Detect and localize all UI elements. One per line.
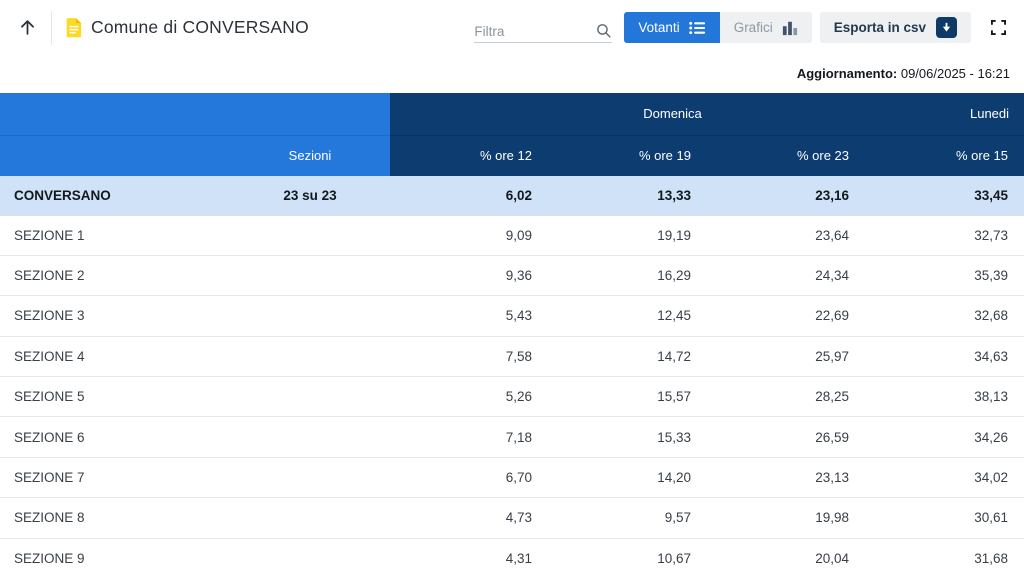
cell-value: 20,04	[707, 538, 866, 575]
list-icon	[688, 21, 706, 35]
table-row[interactable]: SEZIONE 7 6,70 14,20 23,13 34,02	[0, 457, 1024, 499]
section-name: SEZIONE 5	[0, 376, 230, 418]
cell-value: 19,19	[548, 215, 707, 256]
cell-value: 35,39	[865, 255, 1024, 297]
section-name: SEZIONE 7	[0, 457, 230, 499]
grafici-button[interactable]: Grafici	[719, 12, 812, 43]
filter-box	[474, 13, 613, 43]
cell-value: 24,34	[707, 255, 866, 297]
cell-value: 34,63	[865, 336, 1024, 378]
summary-value: 13,33	[548, 176, 707, 216]
cell-value: 9,57	[548, 497, 707, 539]
view-toggle: Votanti Grafici	[624, 12, 812, 43]
day-header-lunedi: Lunedi	[865, 93, 1024, 135]
bar-chart-icon	[782, 20, 798, 36]
cell-value: 9,09	[390, 215, 548, 256]
cell-value: 6,70	[390, 457, 548, 499]
day-header-domenica: Domenica	[390, 93, 866, 135]
cell-value: 9,36	[390, 255, 548, 297]
column-header-empty	[0, 134, 230, 176]
table-row[interactable]: SEZIONE 8 4,73 9,57 19,98 30,61	[0, 497, 1024, 539]
cell-value: 38,13	[865, 376, 1024, 418]
cell-value: 14,72	[548, 336, 707, 378]
cell-value: 30,61	[865, 497, 1024, 539]
section-name: SEZIONE 1	[0, 215, 230, 256]
cell-value: 4,73	[390, 497, 548, 539]
fullscreen-button[interactable]	[987, 16, 1010, 39]
column-header-ore15: % ore 15	[865, 134, 1024, 176]
filter-input[interactable]	[474, 23, 596, 39]
column-header-ore12: % ore 12	[390, 134, 548, 176]
cell-value: 25,97	[707, 336, 866, 378]
votanti-button-label: Votanti	[638, 20, 680, 35]
column-header-row: Sezioni % ore 12 % ore 19 % ore 23 % ore…	[0, 134, 1024, 176]
cell-value: 28,25	[707, 376, 866, 418]
table-row[interactable]: SEZIONE 5 5,26 15,57 28,25 38,13	[0, 376, 1024, 418]
update-value: 09/06/2025 - 16:21	[900, 66, 1010, 81]
section-name: SEZIONE 4	[0, 336, 230, 378]
summary-value: 33,45	[865, 176, 1024, 216]
export-csv-button[interactable]: Esporta in csv	[819, 12, 971, 43]
section-name: SEZIONE 9	[0, 538, 230, 575]
cell-value: 7,18	[390, 416, 548, 458]
day-header-row: Domenica Lunedi	[0, 93, 1024, 135]
cell-value: 7,58	[390, 336, 548, 378]
toolbar: Comune di CONVERSANO Votanti Grafici	[0, 0, 1024, 55]
cell-value: 32,73	[865, 215, 1024, 256]
document-icon	[65, 17, 82, 38]
section-name: SEZIONE 6	[0, 416, 230, 458]
download-icon	[936, 17, 957, 38]
table-row[interactable]: SEZIONE 4 7,58 14,72 25,97 34,63	[0, 336, 1024, 378]
back-button[interactable]	[14, 14, 41, 41]
grafici-button-label: Grafici	[733, 20, 773, 35]
cell-value: 23,13	[707, 457, 866, 499]
export-csv-label: Esporta in csv	[833, 20, 926, 35]
section-name: SEZIONE 8	[0, 497, 230, 539]
table-row[interactable]: SEZIONE 9 4,31 10,67 20,04 31,68	[0, 538, 1024, 575]
section-name: SEZIONE 3	[0, 295, 230, 337]
cell-value: 15,33	[548, 416, 707, 458]
toolbar-right: Votanti Grafici Esporta in csv	[474, 12, 1010, 43]
column-header-ore19: % ore 19	[548, 134, 707, 176]
column-header-ore23: % ore 23	[707, 134, 866, 176]
update-line: Aggiornamento: 09/06/2025 - 16:21	[0, 55, 1024, 93]
summary-name: CONVERSANO	[0, 176, 230, 216]
cell-value: 5,26	[390, 376, 548, 418]
votanti-button[interactable]: Votanti	[624, 12, 720, 43]
section-name: SEZIONE 2	[0, 255, 230, 297]
table-row[interactable]: SEZIONE 6 7,18 15,33 26,59 34,26	[0, 416, 1024, 458]
cell-value: 16,29	[548, 255, 707, 297]
toolbar-left: Comune di CONVERSANO	[14, 10, 309, 45]
update-label: Aggiornamento:	[796, 66, 898, 81]
divider	[51, 10, 52, 45]
cell-value: 12,45	[548, 295, 707, 337]
cell-value: 26,59	[707, 416, 866, 458]
page-title: Comune di CONVERSANO	[91, 17, 309, 37]
table-row[interactable]: SEZIONE 1 9,09 19,19 23,64 32,73	[0, 215, 1024, 256]
table-row[interactable]: SEZIONE 2 9,36 16,29 24,34 35,39	[0, 255, 1024, 297]
cell-value: 4,31	[390, 538, 548, 575]
summary-value: 23,16	[707, 176, 866, 216]
table-row[interactable]: SEZIONE 3 5,43 12,45 22,69 32,68	[0, 295, 1024, 337]
day-header-empty	[0, 93, 390, 135]
fullscreen-icon	[991, 20, 1006, 35]
summary-sezioni-count: 23 su 23	[230, 176, 390, 216]
cell-value: 23,64	[707, 215, 866, 256]
turnout-table: Domenica Lunedi Sezioni % ore 12 % ore 1…	[0, 93, 1024, 575]
summary-value: 6,02	[390, 176, 548, 216]
cell-value: 10,67	[548, 538, 707, 575]
cell-value: 34,26	[865, 416, 1024, 458]
arrow-up-icon	[18, 18, 37, 37]
column-header-sezioni: Sezioni	[230, 134, 390, 176]
summary-row: CONVERSANO 23 su 23 6,02 13,33 23,16 33,…	[0, 176, 1024, 216]
cell-value: 15,57	[548, 376, 707, 418]
cell-value: 31,68	[865, 538, 1024, 575]
cell-value: 14,20	[548, 457, 707, 499]
cell-value: 5,43	[390, 295, 548, 337]
cell-value: 34,02	[865, 457, 1024, 499]
cell-value: 22,69	[707, 295, 866, 337]
cell-value: 32,68	[865, 295, 1024, 337]
search-icon	[595, 22, 612, 39]
cell-value: 19,98	[707, 497, 866, 539]
